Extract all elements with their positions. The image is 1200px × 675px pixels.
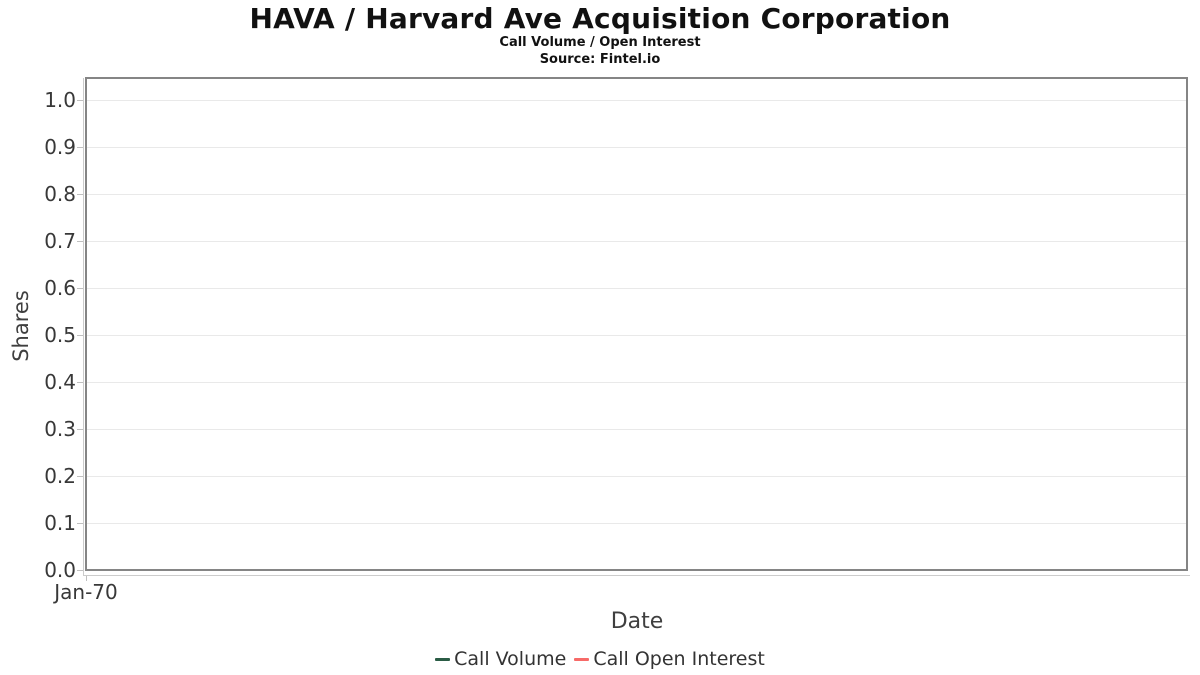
y-axis-tick	[77, 335, 83, 336]
y-axis-tick	[77, 523, 83, 524]
y-axis-tick	[77, 194, 83, 195]
y-axis-tick	[77, 476, 83, 477]
y-gridline	[87, 241, 1186, 242]
y-gridline	[87, 382, 1186, 383]
legend-item-call-open-interest[interactable]: Call Open Interest	[574, 648, 765, 670]
x-tick-label: Jan-70	[54, 580, 118, 604]
x-axis-title: Date	[610, 609, 664, 634]
y-gridline	[87, 335, 1186, 336]
y-axis-tick	[77, 570, 83, 571]
y-tick-label: 0.8	[44, 182, 76, 206]
y-gridline	[87, 476, 1186, 477]
chart-title: HAVA / Harvard Ave Acquisition Corporati…	[249, 2, 951, 35]
y-tick-label: 0.2	[44, 464, 76, 488]
y-tick-label: 0.7	[44, 229, 76, 253]
chart-legend: Call Volume Call Open Interest	[0, 648, 1200, 670]
call-volume-line-swatch	[435, 657, 451, 661]
y-tick-label: 0.6	[44, 276, 76, 300]
chart-source-credit: Source: Fintel.io	[539, 52, 661, 67]
y-tick-label: 0.4	[44, 370, 76, 394]
y-tick-label: 0.0	[44, 558, 76, 582]
legend-item-call-volume[interactable]: Call Volume	[435, 648, 566, 670]
x-axis-line	[83, 575, 1190, 576]
y-tick-label: 0.1	[44, 511, 76, 535]
y-tick-label: 0.5	[44, 323, 76, 347]
y-gridline	[87, 429, 1186, 430]
y-axis-tick	[77, 241, 83, 242]
y-gridline	[87, 100, 1186, 101]
y-gridline	[87, 194, 1186, 195]
legend-label: Call Volume	[454, 648, 567, 670]
legend-label: Call Open Interest	[593, 648, 765, 670]
y-gridline	[87, 523, 1186, 524]
x-axis-tick	[86, 576, 87, 581]
chart-subtitle: Call Volume / Open Interest	[499, 35, 701, 50]
y-axis-tick	[77, 288, 83, 289]
y-gridline	[87, 147, 1186, 148]
y-axis-tick	[77, 429, 83, 430]
y-axis-tick	[77, 147, 83, 148]
y-axis-tick	[77, 382, 83, 383]
y-tick-label: 0.9	[44, 135, 76, 159]
call-open-interest-line-swatch	[574, 657, 590, 661]
y-gridline	[87, 288, 1186, 289]
y-axis-line	[83, 78, 84, 575]
y-axis-tick	[77, 100, 83, 101]
y-tick-label: 1.0	[44, 88, 76, 112]
y-tick-label: 0.3	[44, 417, 76, 441]
plot-area	[85, 77, 1188, 571]
